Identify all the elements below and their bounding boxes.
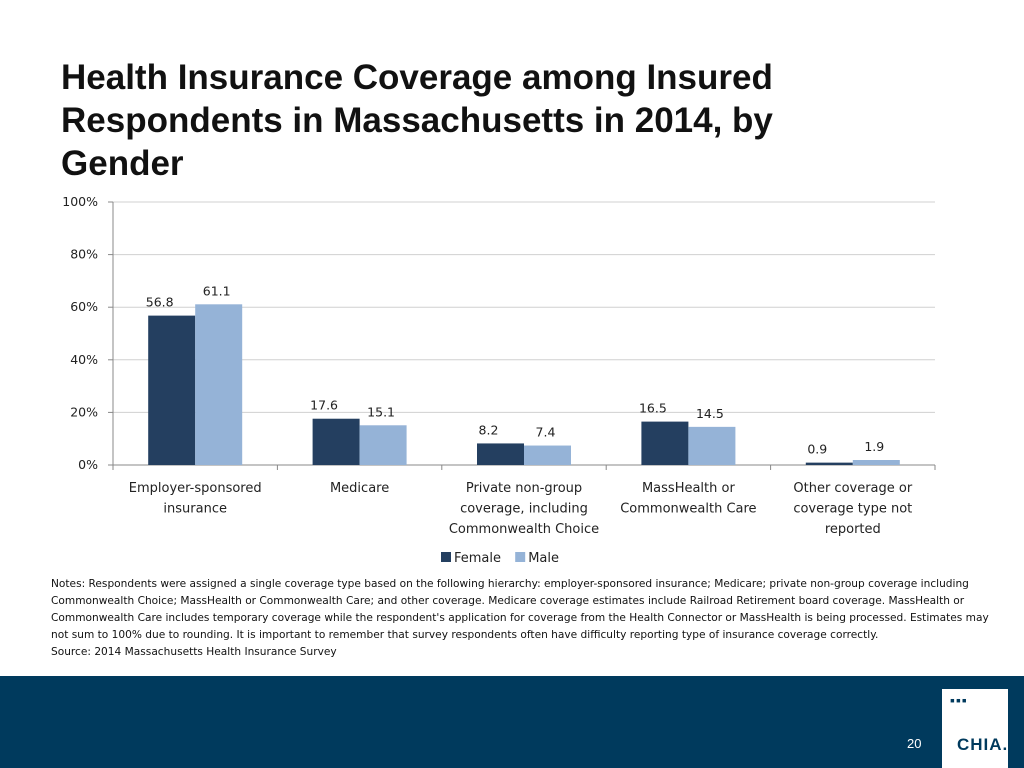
bar-female <box>148 316 195 465</box>
data-label: 56.8 <box>146 295 174 310</box>
bar-male <box>688 427 735 465</box>
x-category-label: Other coverage or <box>793 481 912 496</box>
bar-female <box>313 419 360 465</box>
page-number: 20 <box>907 736 921 751</box>
legend-swatch-male <box>515 552 525 562</box>
source-text: Source: 2014 Massachusetts Health Insura… <box>51 644 991 661</box>
x-category-label: Commonwealth Choice <box>449 522 599 537</box>
x-category-label: reported <box>825 522 881 537</box>
data-label: 1.9 <box>864 439 884 454</box>
bar-male <box>360 425 407 465</box>
x-category-label: Medicare <box>330 481 389 496</box>
bar-female <box>641 422 688 465</box>
x-category-label: coverage type not <box>793 502 912 517</box>
bar-chart: 0% 20% 40% 60% 80% 100% 56.8 61.1 Employer-spons… <box>0 0 1024 576</box>
y-tick-label: 100% <box>62 194 98 209</box>
y-tick-label: 40% <box>70 352 98 367</box>
legend-label: Female <box>454 551 501 566</box>
notes-text: Notes: Respondents were assigned a singl… <box>51 576 991 644</box>
data-label: 8.2 <box>479 422 499 437</box>
bar-male <box>195 304 242 465</box>
data-label: 0.9 <box>807 442 827 457</box>
data-label: 61.1 <box>203 283 231 298</box>
bar-female <box>477 443 524 465</box>
logo-dots-icon: ▪▪▪ <box>950 693 968 707</box>
x-category-label: insurance <box>163 502 227 517</box>
logo-text: CHIA. <box>957 735 1008 755</box>
y-tick-label: 80% <box>70 247 98 262</box>
x-category-label: Commonwealth Care <box>620 502 756 517</box>
data-label: 14.5 <box>696 406 724 421</box>
data-label: 17.6 <box>310 398 338 413</box>
x-category-label: Private non-group <box>466 481 582 496</box>
x-category-label: Employer-sponsored <box>129 481 262 496</box>
y-tick-label: 60% <box>70 299 98 314</box>
data-label: 16.5 <box>639 401 667 416</box>
data-label: 15.1 <box>367 404 395 419</box>
notes-block: Notes: Respondents were assigned a singl… <box>51 576 991 661</box>
bar-female <box>806 463 853 465</box>
y-tick-label: 20% <box>70 404 98 419</box>
chia-logo: ▪▪▪ CHIA. <box>942 689 1008 768</box>
footer-bar <box>0 676 1024 768</box>
bar-male <box>524 446 571 465</box>
bar-male <box>853 460 900 465</box>
x-category-label: MassHealth or <box>642 481 736 496</box>
data-label: 7.4 <box>536 425 556 440</box>
legend-label: Male <box>528 551 559 566</box>
y-tick-label: 0% <box>78 457 98 472</box>
x-category-label: coverage, including <box>460 502 588 517</box>
legend-swatch-female <box>441 552 451 562</box>
